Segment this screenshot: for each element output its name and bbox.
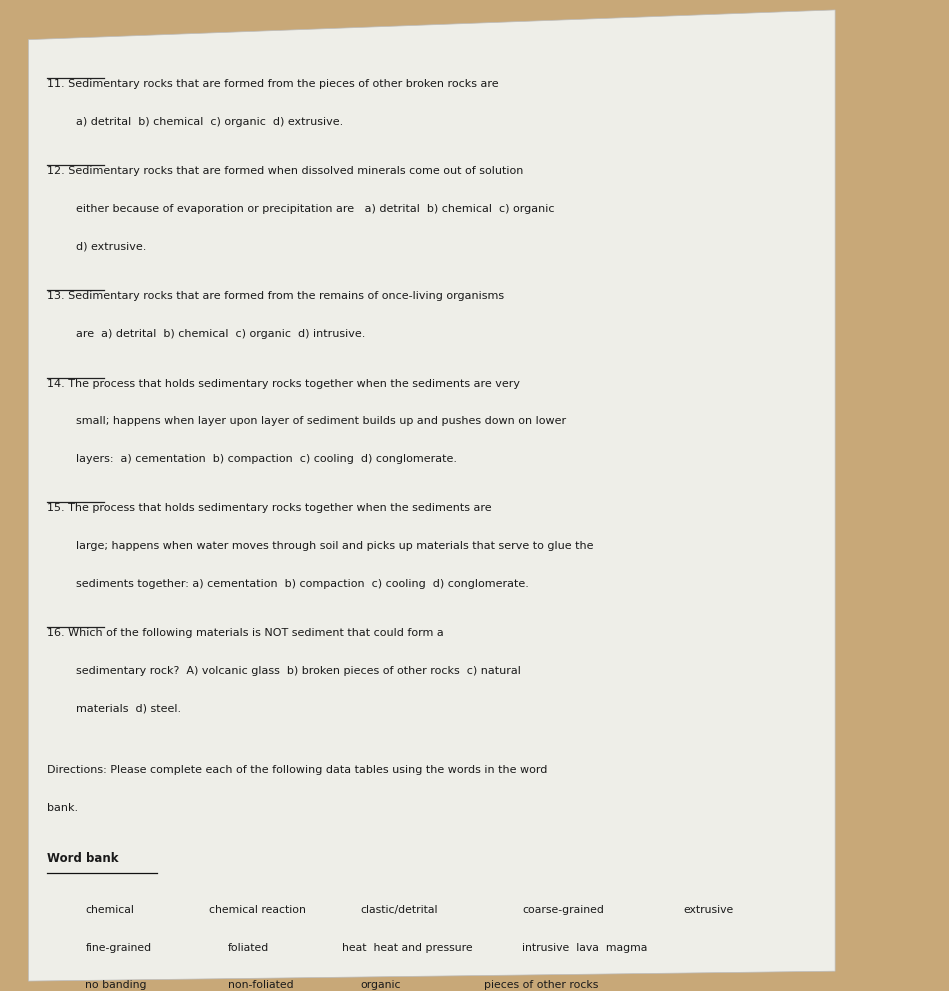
Text: large; happens when water moves through soil and picks up materials that serve t: large; happens when water moves through … <box>76 541 593 551</box>
Text: a) detrital  b) chemical  c) organic  d) extrusive.: a) detrital b) chemical c) organic d) ex… <box>76 117 344 127</box>
Text: clastic/detrital: clastic/detrital <box>361 905 438 915</box>
Text: extrusive: extrusive <box>683 905 734 915</box>
Text: 14. The process that holds sedimentary rocks together when the sediments are ver: 14. The process that holds sedimentary r… <box>47 379 520 388</box>
Text: sedimentary rock?  A) volcanic glass  b) broken pieces of other rocks  c) natura: sedimentary rock? A) volcanic glass b) b… <box>76 666 521 676</box>
Text: non-foliated: non-foliated <box>228 980 293 990</box>
Text: intrusive  lava  magma: intrusive lava magma <box>522 942 647 952</box>
Text: 15. The process that holds sedimentary rocks together when the sediments are: 15. The process that holds sedimentary r… <box>47 503 493 513</box>
Text: Directions: Please complete each of the following data tables using the words in: Directions: Please complete each of the … <box>47 765 548 775</box>
Text: fine-grained: fine-grained <box>85 942 152 952</box>
Text: sediments together: a) cementation  b) compaction  c) cooling  d) conglomerate.: sediments together: a) cementation b) co… <box>76 579 529 589</box>
Polygon shape <box>28 10 835 981</box>
Text: organic: organic <box>361 980 401 990</box>
Text: small; happens when layer upon layer of sediment builds up and pushes down on lo: small; happens when layer upon layer of … <box>76 416 566 426</box>
Text: 13. Sedimentary rocks that are formed from the remains of once-living organisms: 13. Sedimentary rocks that are formed fr… <box>47 291 505 301</box>
Text: either because of evaporation or precipitation are   a) detrital  b) chemical  c: either because of evaporation or precipi… <box>76 204 554 214</box>
Text: bank.: bank. <box>47 803 79 813</box>
Text: chemical: chemical <box>85 905 135 915</box>
Text: heat  heat and pressure: heat heat and pressure <box>342 942 473 952</box>
Text: foliated: foliated <box>228 942 269 952</box>
Text: layers:  a) cementation  b) compaction  c) cooling  d) conglomerate.: layers: a) cementation b) compaction c) … <box>76 454 456 464</box>
Text: 11. Sedimentary rocks that are formed from the pieces of other broken rocks are: 11. Sedimentary rocks that are formed fr… <box>47 79 499 89</box>
Text: Word bank: Word bank <box>47 852 119 865</box>
Text: no banding: no banding <box>85 980 147 990</box>
Text: 16. Which of the following materials is NOT sediment that could form a: 16. Which of the following materials is … <box>47 628 444 638</box>
Text: materials  d) steel.: materials d) steel. <box>76 704 181 714</box>
Text: d) extrusive.: d) extrusive. <box>76 242 146 252</box>
Text: pieces of other rocks: pieces of other rocks <box>484 980 599 990</box>
Text: are  a) detrital  b) chemical  c) organic  d) intrusive.: are a) detrital b) chemical c) organic d… <box>76 329 365 339</box>
Text: 12. Sedimentary rocks that are formed when dissolved minerals come out of soluti: 12. Sedimentary rocks that are formed wh… <box>47 166 524 176</box>
Text: coarse-grained: coarse-grained <box>522 905 604 915</box>
Text: chemical reaction: chemical reaction <box>209 905 306 915</box>
